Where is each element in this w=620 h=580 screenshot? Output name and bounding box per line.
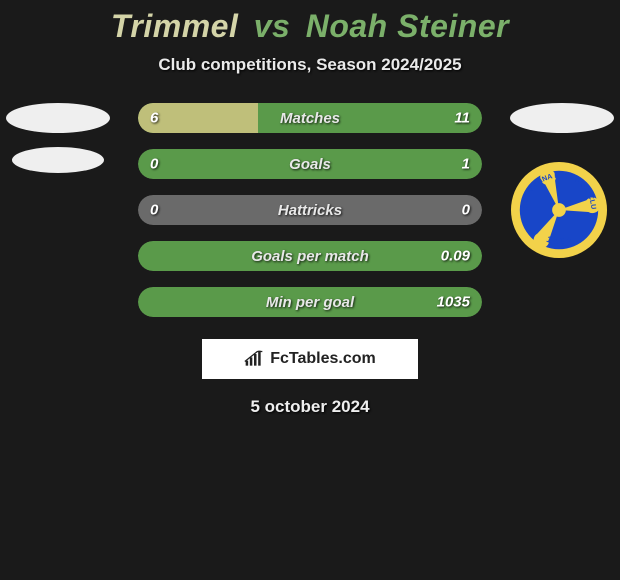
comparison-card: Trimmel vs Noah Steiner Club competition… <box>0 0 620 417</box>
branding-badge[interactable]: FcTables.com <box>202 339 418 379</box>
right-badge-ellipse-1 <box>510 103 614 133</box>
stat-row: Min per goal1035 <box>138 287 482 317</box>
page-title: Trimmel vs Noah Steiner <box>0 8 620 45</box>
stat-value-left: 6 <box>150 110 158 127</box>
stat-label: Hattricks <box>138 202 482 219</box>
vs-separator: vs <box>254 8 291 44</box>
branding-text: FcTables.com <box>270 350 376 368</box>
stat-value-right: 11 <box>454 110 470 127</box>
stats-area: FIRST VIENNA FOOTBALL CLUB 1 8 9 4 Match… <box>0 103 620 317</box>
stat-value-right: 0.09 <box>441 248 470 265</box>
right-club-logo: FIRST VIENNA FOOTBALL CLUB 1 8 9 4 <box>510 161 608 259</box>
subtitle: Club competitions, Season 2024/2025 <box>0 55 620 75</box>
stat-row: Goals0 1 <box>138 149 482 179</box>
stat-value-left: 0 <box>150 156 158 173</box>
stat-label: Goals <box>138 156 482 173</box>
stat-label: Goals per match <box>138 248 482 265</box>
left-badge-ellipse-1 <box>6 103 110 133</box>
left-badge-ellipse-2 <box>12 147 104 173</box>
club-logo-svg: FIRST VIENNA FOOTBALL CLUB 1 8 9 4 <box>510 161 608 259</box>
stat-row: Hattricks0 0 <box>138 195 482 225</box>
stat-row: Goals per match0.09 <box>138 241 482 271</box>
left-player-badges <box>6 103 110 193</box>
stat-value-right: 1 <box>462 156 470 173</box>
stat-label: Min per goal <box>138 294 482 311</box>
stat-label: Matches <box>138 110 482 127</box>
stat-value-right: 0 <box>462 202 470 219</box>
stat-rows: Matches611Goals01Hattricks00Goals per ma… <box>138 103 482 317</box>
player2-name: Noah Steiner <box>306 8 509 44</box>
stat-row: Matches6 11 <box>138 103 482 133</box>
stat-value-left: 0 <box>150 202 158 219</box>
date-line: 5 october 2024 <box>0 397 620 417</box>
stat-value-right: 1035 <box>437 294 470 311</box>
player1-name: Trimmel <box>111 8 238 44</box>
branding-chart-icon <box>244 350 264 368</box>
